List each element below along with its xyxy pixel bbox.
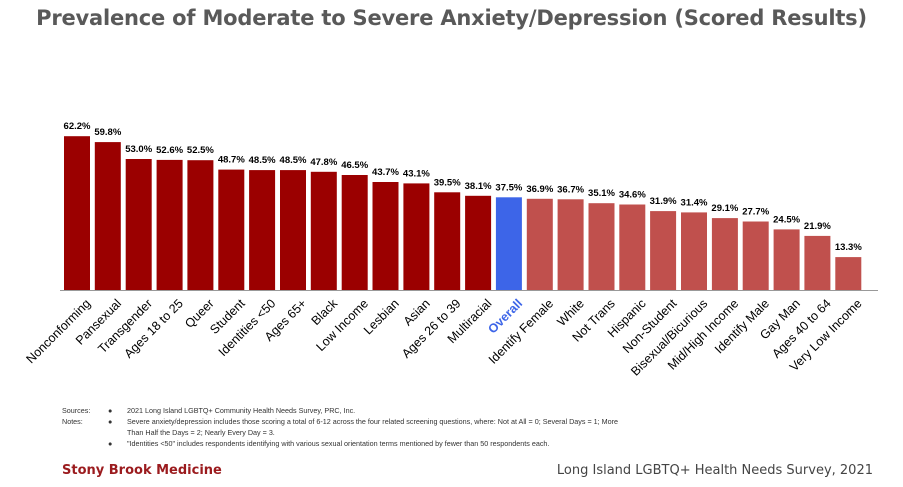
bar-transgender bbox=[125, 159, 152, 290]
notes-block: Sources: ● 2021 Long Island LGBTQ+ Commu… bbox=[62, 405, 717, 449]
bar-bisexual-bicurious bbox=[681, 212, 707, 290]
bar-hispanic bbox=[619, 204, 646, 290]
bar-value-label: 34.6% bbox=[619, 190, 646, 201]
bar-nonconforming bbox=[64, 136, 90, 290]
bar-value-label: 39.5% bbox=[434, 177, 461, 188]
bar-value-label: 43.1% bbox=[403, 168, 430, 179]
bar-ages-18-to-25 bbox=[156, 159, 183, 290]
notes-row: Notes: ● Severe anxiety/depression inclu… bbox=[62, 416, 717, 427]
bar-white bbox=[557, 199, 584, 290]
bar-not-trans bbox=[588, 203, 615, 290]
bar-identify-female bbox=[526, 198, 553, 290]
bar-ages-40-to-64 bbox=[804, 235, 831, 290]
bar-student bbox=[218, 169, 245, 290]
bar-non-student bbox=[650, 211, 677, 290]
bar-value-label: 48.5% bbox=[249, 155, 276, 166]
footer-survey-name: Long Island LGBTQ+ Health Needs Survey, … bbox=[556, 463, 873, 478]
bar-queer bbox=[187, 160, 214, 290]
note-text: Severe anxiety/depression includes those… bbox=[127, 417, 619, 426]
bar-value-label: 59.8% bbox=[94, 127, 121, 138]
bar-value-label: 24.5% bbox=[773, 214, 800, 225]
bar-value-label: 31.9% bbox=[650, 196, 677, 207]
bar-mid-high-income bbox=[711, 218, 738, 290]
bar-value-label: 52.5% bbox=[187, 145, 214, 156]
bar-identify-male bbox=[742, 221, 769, 290]
bullet-icon: ● bbox=[108, 406, 113, 415]
bar-value-label: 43.7% bbox=[372, 167, 399, 178]
bar-value-label: 48.7% bbox=[218, 155, 245, 166]
bar-value-label: 47.8% bbox=[310, 157, 337, 168]
bar-multiracial bbox=[465, 195, 492, 290]
sources-label: Sources: bbox=[62, 406, 91, 415]
value-labels-group: 62.2%59.8% 53.0% 52.6% 52.5% 48.7% 48.5% 48.5%… bbox=[64, 121, 863, 253]
chart-title: Prevalence of Moderate to Severe Anxiety… bbox=[36, 6, 867, 30]
bar-identities-50 bbox=[249, 170, 276, 290]
bar-overall bbox=[495, 197, 522, 290]
bar-asian bbox=[403, 183, 430, 290]
bar-pansexual bbox=[94, 142, 121, 290]
bar-value-label: 52.6% bbox=[156, 145, 183, 156]
source-text: 2021 Long Island LGBTQ+ Community Health… bbox=[127, 406, 356, 415]
bullet-icon: ● bbox=[108, 417, 113, 426]
bar-value-label: 29.1% bbox=[711, 203, 738, 214]
bar-ages-26-to-39 bbox=[434, 192, 461, 290]
bar-value-label: 53.0% bbox=[125, 144, 152, 155]
bar-value-label: 36.9% bbox=[526, 184, 553, 195]
bullet-icon: ● bbox=[108, 439, 113, 448]
notes-label: Notes: bbox=[62, 417, 83, 426]
sources-row: Sources: ● 2021 Long Island LGBTQ+ Commu… bbox=[62, 405, 717, 416]
notes-row-2: ● "Identities <50" includes respondents … bbox=[62, 438, 717, 449]
bar-value-label: 37.5% bbox=[495, 182, 522, 193]
bar-black bbox=[310, 171, 337, 290]
bar-gay-man bbox=[773, 229, 800, 290]
bar-chart: 62.2%59.8% 53.0% 52.6% 52.5% 48.7% 48.5% 48.5%… bbox=[24, 121, 878, 379]
bar-value-label: 36.7% bbox=[557, 184, 584, 195]
bar-value-label: 13.3% bbox=[835, 242, 862, 253]
note-text-2: "Identities <50" includes respondents id… bbox=[127, 439, 550, 448]
bar-lesbian bbox=[372, 182, 399, 290]
bar-value-label: 27.7% bbox=[742, 207, 769, 218]
bars-group bbox=[64, 136, 862, 290]
note-text-cont: Than Half the Days = 2; Nearly Every Day… bbox=[127, 428, 275, 437]
bar-value-label: 38.1% bbox=[465, 181, 492, 192]
bar-value-label: 21.9% bbox=[804, 221, 831, 232]
bar-value-label: 31.4% bbox=[681, 197, 708, 208]
bar-value-label: 35.1% bbox=[588, 188, 615, 199]
bar-low-income bbox=[341, 175, 368, 290]
footer-brand: Stony Brook Medicine bbox=[62, 463, 222, 478]
bar-very-low-income bbox=[835, 257, 862, 290]
bar-value-label: 48.5% bbox=[280, 155, 307, 166]
bar-value-label: 46.5% bbox=[341, 160, 368, 171]
bar-value-label: 62.2% bbox=[64, 121, 91, 132]
notes-row-cont: Than Half the Days = 2; Nearly Every Day… bbox=[62, 427, 717, 438]
bar-ages-65- bbox=[280, 170, 306, 290]
